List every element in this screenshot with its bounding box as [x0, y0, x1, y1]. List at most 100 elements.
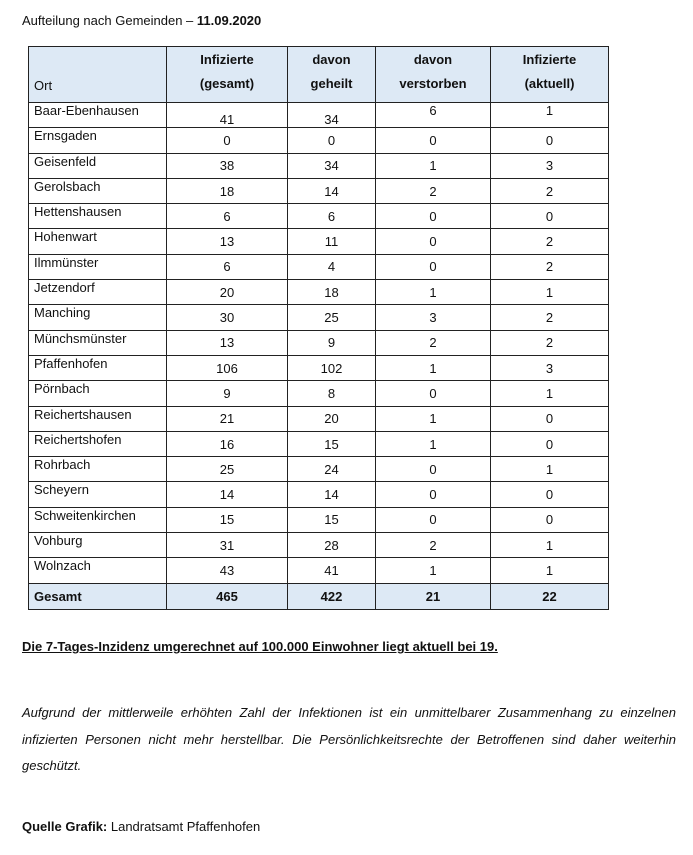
table-cell: 0: [490, 430, 609, 458]
column-header: davon geheilt: [287, 46, 376, 103]
table-cell: 2: [490, 228, 609, 255]
title-text: Aufteilung nach Gemeinden –: [22, 13, 197, 28]
table-cell: 2: [375, 532, 491, 559]
table-cell: 0: [166, 127, 288, 154]
table-cell: 14: [287, 177, 376, 205]
table-cell: 24: [287, 456, 376, 483]
source-value: Landratsamt Pfaffenhofen: [107, 819, 261, 834]
table-row: Schweitenkirchen 15 15 0 0: [28, 506, 609, 534]
table-row: Vohburg 31 28 2 1: [28, 532, 609, 559]
table-cell: 1: [375, 279, 491, 306]
row-label: Schweitenkirchen: [28, 506, 167, 534]
table-cell: 0: [490, 506, 609, 534]
table-cell: 2: [490, 253, 609, 281]
table-cell: 21: [166, 405, 288, 432]
table-row: Ernsgaden 0 0 0 0: [28, 127, 609, 154]
table-cell: 6: [166, 253, 288, 281]
table-cell: 0: [287, 127, 376, 154]
total-cell: 422: [287, 582, 376, 610]
table-cell: 0: [490, 203, 609, 230]
table-cell: 2: [490, 304, 609, 331]
row-label: Wolnzach: [28, 557, 167, 584]
column-header: Infizierte (aktuell): [490, 46, 609, 103]
table-cell: 34: [287, 101, 376, 129]
row-label: Ilmmünster: [28, 253, 167, 281]
total-cell: 21: [375, 582, 491, 610]
table-cell: 2: [375, 177, 491, 205]
total-cell: 22: [490, 582, 609, 610]
table-row: Reichertshofen 16 15 1 0: [28, 430, 609, 458]
table-cell: 9: [287, 329, 376, 356]
table-cell: 13: [166, 329, 288, 356]
table-cell: 20: [287, 405, 376, 432]
row-label: Jetzendorf: [28, 279, 167, 306]
table-cell: 1: [375, 405, 491, 432]
table-cell: 0: [375, 127, 491, 154]
table-cell: 6: [375, 101, 491, 129]
table-cell: 15: [166, 506, 288, 534]
table-row: Wolnzach 43 41 1 1: [28, 557, 609, 584]
title-date: 11.09.2020: [196, 13, 262, 28]
table-cell: 8: [287, 380, 376, 407]
table-cell: 31: [166, 532, 288, 559]
table-cell: 0: [375, 506, 491, 534]
table-cell: 0: [490, 127, 609, 154]
row-label: Pfaffenhofen: [28, 354, 167, 382]
table-cell: 6: [166, 203, 288, 230]
table-cell: 3: [490, 152, 609, 179]
table-cell: 0: [490, 481, 609, 508]
table-cell: 0: [375, 228, 491, 255]
table-cell: 34: [287, 152, 376, 179]
table-cell: 14: [287, 481, 376, 508]
total-row: Gesamt 465 422 21 22: [28, 582, 609, 610]
table-cell: 106: [166, 354, 288, 382]
total-label: Gesamt: [28, 582, 167, 610]
table-row: Rohrbach 25 24 0 1: [28, 456, 609, 483]
table-cell: 2: [375, 329, 491, 356]
row-label: Manching: [28, 304, 167, 331]
table-cell: 0: [375, 481, 491, 508]
source-label: Quelle Grafik:: [22, 819, 108, 834]
table-cell: 14: [166, 481, 288, 508]
table-cell: 0: [375, 253, 491, 281]
table-cell: 16: [166, 430, 288, 458]
row-label: Münchsmünster: [28, 329, 167, 356]
table-cell: 9: [166, 380, 288, 407]
table-row: Baar-Ebenhausen 41 34 6 1: [28, 101, 609, 129]
table-cell: 1: [375, 354, 491, 382]
table-row: Jetzendorf 20 18 1 1: [28, 279, 609, 306]
table-cell: 1: [490, 456, 609, 483]
table-cell: 0: [490, 405, 609, 432]
table-row: Manching 30 25 3 2: [28, 304, 609, 331]
table-cell: 102: [287, 354, 376, 382]
municipality-table: Ort Infizierte (gesamt) davon geheilt davon…: [28, 46, 609, 610]
table-row: Hohenwart 13 11 0 2: [28, 228, 609, 255]
column-header: davon verstorben: [375, 46, 491, 103]
privacy-paragraph: Aufgrund der mittlerweile erhöhten Zahl …: [22, 705, 676, 773]
table-cell: 25: [287, 304, 376, 331]
table-cell: 15: [287, 430, 376, 458]
row-label: Pörnbach: [28, 380, 167, 407]
table-row: Pörnbach 9 8 0 1: [28, 380, 609, 407]
total-cell: 465: [166, 582, 288, 610]
table-row: Geisenfeld 38 34 1 3: [28, 152, 609, 179]
table-cell: 4: [287, 253, 376, 281]
table-cell: 41: [166, 101, 288, 129]
table-cell: 0: [375, 380, 491, 407]
row-label: Reichertshausen: [28, 405, 167, 432]
row-label: Scheyern: [28, 481, 167, 508]
section-title: Aufteilung nach Gemeinden – 11.09.2020: [22, 13, 261, 28]
row-label: Geisenfeld: [28, 152, 167, 179]
table-cell: 28: [287, 532, 376, 559]
table-cell: 2: [490, 329, 609, 356]
row-label: Hettenshausen: [28, 203, 167, 230]
table-row: Pfaffenhofen 106 102 1 3: [28, 354, 609, 382]
table-cell: 6: [287, 203, 376, 230]
table-cell: 13: [166, 228, 288, 255]
table-cell: 25: [166, 456, 288, 483]
table-cell: 38: [166, 152, 288, 179]
table-cell: 11: [287, 228, 376, 255]
table-cell: 2: [490, 177, 609, 205]
row-label: Hohenwart: [28, 228, 167, 255]
row-label: Rohrbach: [28, 456, 167, 483]
